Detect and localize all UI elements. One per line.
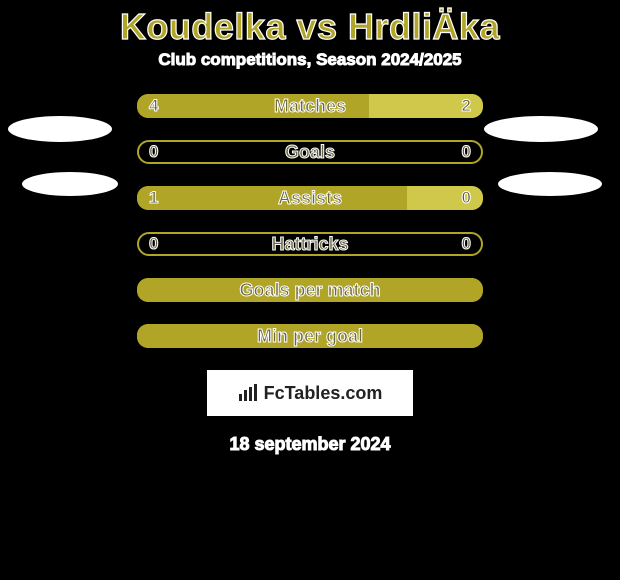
player-avatar-placeholder <box>8 116 112 142</box>
bar-fill-left <box>137 94 369 118</box>
logo-box: FcTables.com <box>207 370 413 416</box>
player-avatar-placeholder <box>22 172 118 196</box>
stat-row: Goals00 <box>137 140 483 164</box>
stat-row: Min per goal <box>137 324 483 348</box>
player-avatar-placeholder <box>498 172 602 196</box>
chart-icon <box>238 384 260 402</box>
bar-fill-left <box>137 186 407 210</box>
bar-fill-right <box>369 94 483 118</box>
chart-area: Matches42 Goals00 Assists10 Hattricks00 Goal… <box>0 94 620 348</box>
date: 18 september 2024 <box>0 434 620 455</box>
page-title: Koudelka vs HrdliÄka <box>0 0 620 50</box>
bar-fill-right <box>407 186 483 210</box>
player-avatar-placeholder <box>484 116 598 142</box>
subtitle: Club competitions, Season 2024/2025 <box>0 50 620 94</box>
bar-outline <box>137 232 483 256</box>
logo-text: FcTables.com <box>264 383 383 404</box>
bar-fill-left <box>137 324 483 348</box>
stat-row: Matches42 <box>137 94 483 118</box>
stat-row: Assists10 <box>137 186 483 210</box>
logo: FcTables.com <box>238 383 383 404</box>
stat-row: Goals per match <box>137 278 483 302</box>
stat-row: Hattricks00 <box>137 232 483 256</box>
bar-outline <box>137 140 483 164</box>
bar-fill-left <box>137 278 483 302</box>
comparison-infographic: Koudelka vs HrdliÄka Club competitions, … <box>0 0 620 580</box>
